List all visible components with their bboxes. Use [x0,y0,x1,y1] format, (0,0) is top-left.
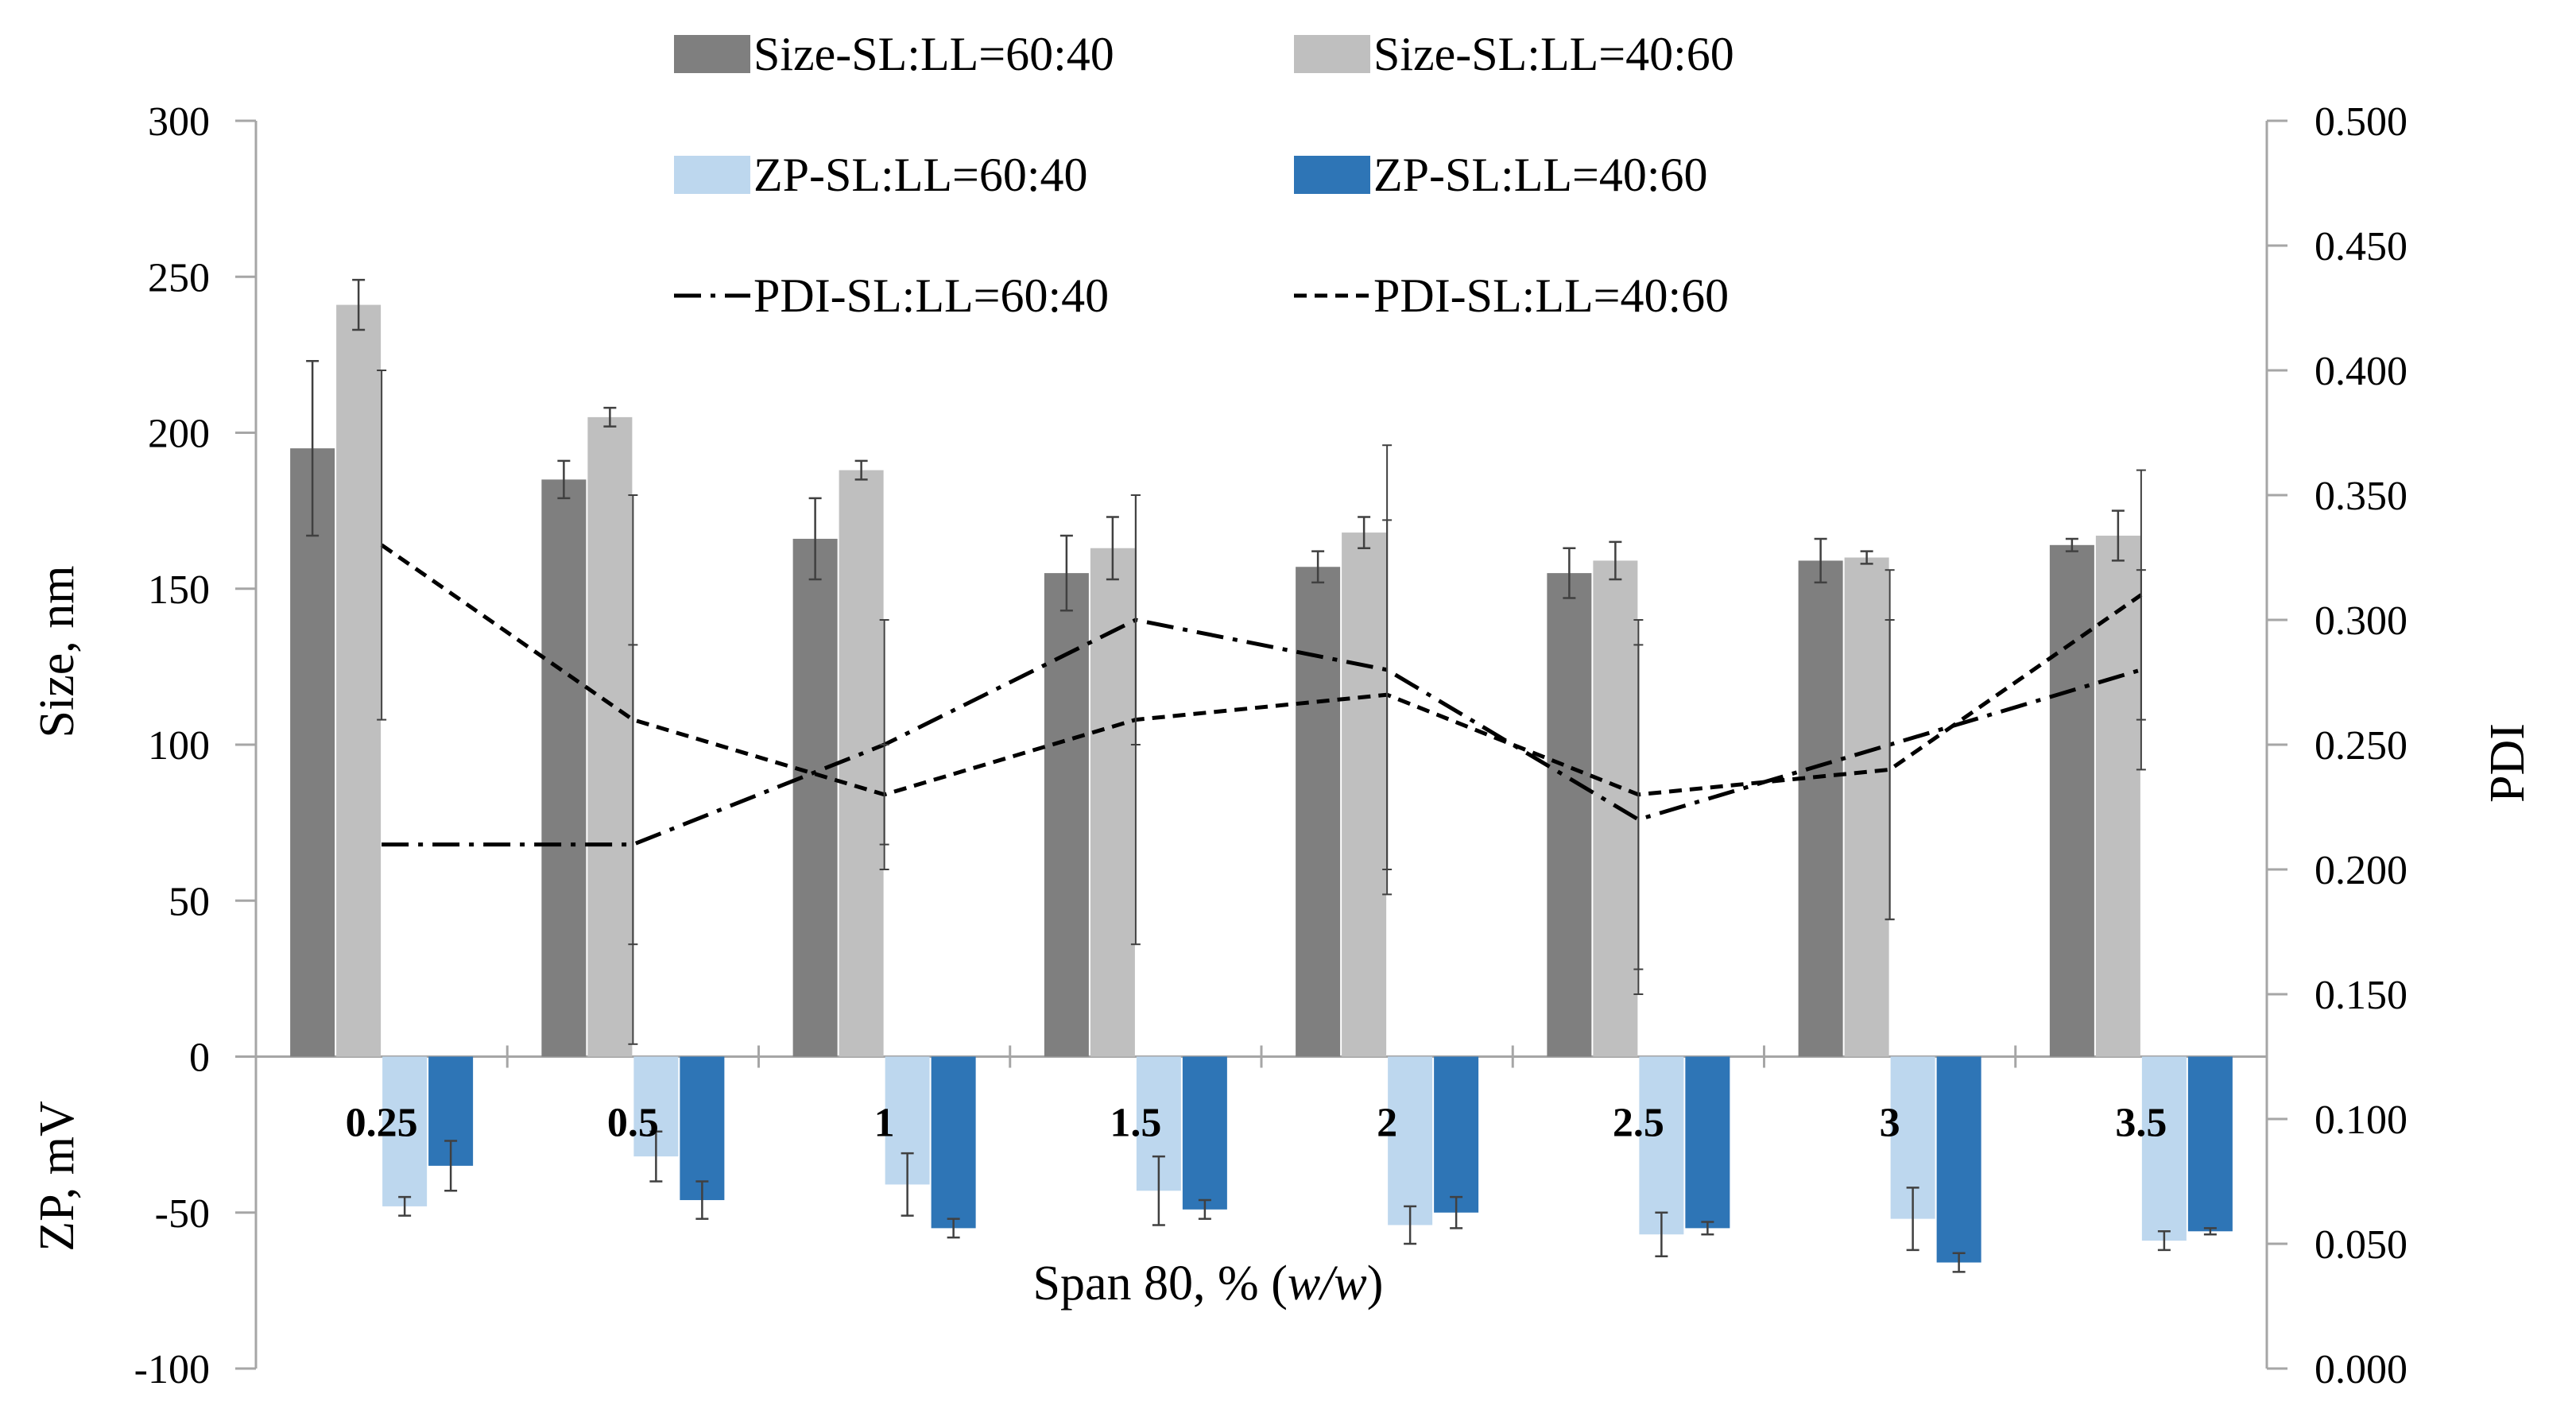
bar [792,538,838,1057]
bar [1090,548,1135,1057]
bar [2187,1056,2233,1232]
bar [2141,1056,2187,1241]
bar [1182,1056,1227,1210]
bar [1685,1056,1730,1229]
bar [1434,1056,1479,1213]
x-axis-category-label: 1.5 [1110,1101,1161,1146]
left-axis-tick-label: -100 [134,1347,210,1392]
left-axis-tick-label: -50 [155,1191,210,1237]
x-axis-category-label: 3.5 [2115,1101,2167,1146]
pdi-line [380,543,2143,797]
bar [1547,573,1592,1057]
x-axis-category-label: 3 [1880,1101,1900,1146]
bar [680,1056,725,1201]
bar [931,1056,976,1229]
legend-label: Size-SL:LL=60:40 [753,28,1114,80]
x-axis-category-label: 2 [1377,1101,1397,1146]
legend-label: PDI-SL:LL=40:60 [1373,269,1729,322]
legend-label: PDI-SL:LL=60:40 [753,269,1109,322]
legend-swatch [1294,156,1370,194]
right-axis-tick-label: 0.350 [2315,474,2407,519]
right-axis-tick-label: 0.150 [2315,973,2407,1018]
bar [1936,1056,1981,1263]
bar [1844,557,1889,1057]
left-axis-tick-label: 200 [148,412,210,457]
right-axis-tick-label: 0.300 [2315,598,2407,644]
pdi-line [382,618,2142,847]
labels-layer: 0.25 0.5 1 1.5 2 2.5 3 3.5 [346,1101,2167,1146]
x-axis-category-label: 0.25 [346,1101,418,1146]
x-axis-title: Span 80, % (w/w) [1033,1256,1384,1311]
x-axis-category-label: 0.5 [607,1101,659,1146]
right-axis-tick-label: 0.000 [2315,1347,2407,1392]
bar [336,304,382,1057]
left-axis-tick-label: 0 [189,1036,210,1081]
legend: Size-SL:LL=60:40 Size-SL:LL=40:60 ZP-SL:LL… [674,28,1734,322]
bar [1593,560,1638,1057]
right-axis-tick-label: 0.400 [2315,349,2407,394]
legend-swatch [1294,35,1370,73]
bar [1798,560,1843,1057]
legend-swatch [674,35,750,73]
left-axis-tick-label: 300 [148,99,210,145]
bar [1388,1056,1433,1225]
x-axis-category-label: 1 [874,1101,895,1146]
bar [1296,567,1341,1057]
bar [1639,1056,1684,1235]
bar [839,470,884,1057]
bar [1044,573,1089,1057]
legend-swatch [674,156,750,194]
right-axis-tick-label: 0.450 [2315,224,2407,269]
legend-label: ZP-SL:LL=40:60 [1373,149,1708,201]
bar [541,479,587,1057]
right-axis-tick-label: 0.050 [2315,1222,2407,1268]
left-axis-tick-label: 100 [148,723,210,769]
x-axis-title-italic: w/w [1288,1256,1367,1311]
y-axis-title-pdi: PDI [2481,723,2535,803]
pdi-lines-layer [377,370,2146,1045]
left-axis-tick-label: 50 [169,879,210,924]
bar [2049,544,2094,1057]
x-axis-title-main: Span 80, % ( [1033,1256,1288,1311]
left-axis-tick-label: 250 [148,255,210,300]
y-axis-title-zp: ZP, mV [30,1101,84,1252]
bar [587,416,633,1057]
bar [1342,532,1387,1057]
x-axis-title-end: ) [1367,1256,1384,1311]
right-axis-tick-label: 0.200 [2315,848,2407,893]
bar [382,1056,428,1206]
right-axis-tick-label: 0.100 [2315,1098,2407,1143]
bar [2095,536,2140,1057]
bar [290,448,335,1057]
x-axis-category-label: 2.5 [1613,1101,1664,1146]
legend-label: Size-SL:LL=40:60 [1373,28,1734,80]
y-axis-title-size: Size, nm [30,566,84,738]
right-axis-tick-label: 0.500 [2315,99,2407,145]
left-axis-tick-label: 150 [148,567,210,613]
legend-label: ZP-SL:LL=60:40 [753,149,1088,201]
right-axis-tick-label: 0.250 [2315,723,2407,769]
bars-layer [290,278,2233,1273]
